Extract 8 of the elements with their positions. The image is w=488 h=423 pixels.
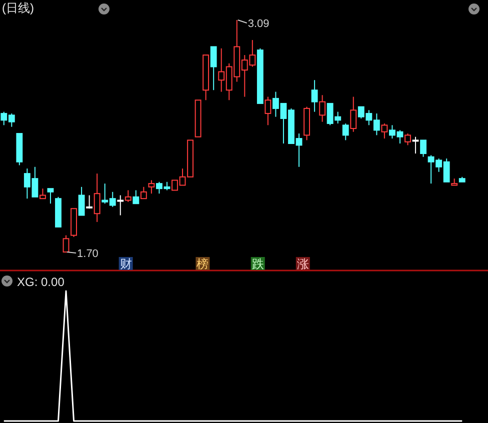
annotation: 3.09 [248, 18, 270, 30]
annotation: 1.70 [77, 248, 98, 260]
text: 跌 [252, 257, 264, 271]
text: 榜 [196, 257, 209, 271]
text: 涨 [296, 257, 309, 271]
chart-title: (日线) [2, 1, 34, 15]
chart-title: XG: 0.00 [17, 275, 65, 289]
text: 财 [120, 257, 132, 271]
